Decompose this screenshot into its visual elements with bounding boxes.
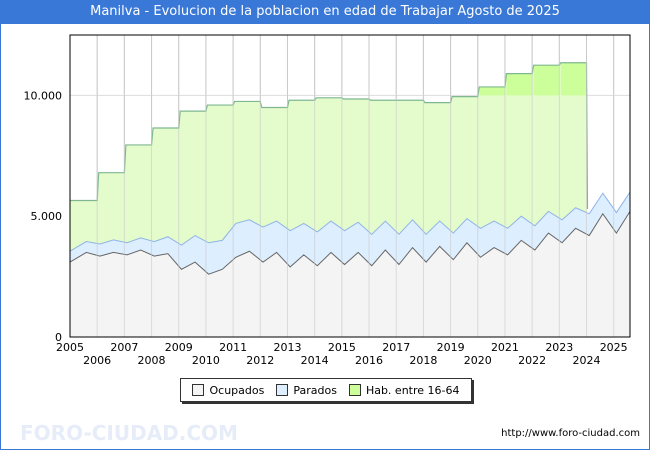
hab-bar-highlight — [479, 86, 505, 96]
x-tick-label: 2014 — [301, 354, 329, 367]
legend-label: Hab. entre 16-64 — [365, 383, 460, 397]
ocupados-area — [70, 211, 630, 337]
legend-item-parados: Parados — [276, 384, 337, 397]
legend-swatch-hab — [348, 384, 361, 396]
x-tick-label: 2016 — [355, 354, 383, 367]
y-tick-label: 10.000 — [24, 89, 63, 102]
x-tick-label: 2005 — [56, 341, 84, 354]
chart-title: Manilva - Evolucion de la poblacion en e… — [0, 0, 650, 24]
legend: Ocupados Parados Hab. entre 16-64 — [180, 378, 472, 402]
x-tick-label: 2006 — [83, 354, 111, 367]
footer-url[interactable]: http://www.foro-ciudad.com — [501, 428, 640, 439]
parados-line — [69, 191, 631, 252]
x-tick-label: 2025 — [600, 341, 628, 354]
x-tick-label: 2024 — [573, 354, 601, 367]
x-tick-label: 2012 — [246, 354, 274, 367]
x-tick-label: 2021 — [491, 341, 519, 354]
hab-bar-highlight — [506, 73, 533, 96]
x-tick-label: 2008 — [138, 354, 166, 367]
x-tick-label: 2022 — [518, 354, 546, 367]
legend-item-hab: Hab. entre 16-64 — [348, 383, 460, 397]
x-tick-label: 2017 — [382, 341, 410, 354]
legend-item-ocupados: Ocupados — [192, 384, 264, 397]
ocupados-line — [69, 211, 631, 275]
legend-swatch-ocupados — [192, 384, 205, 396]
x-tick-label: 2015 — [328, 341, 356, 354]
x-tick-label: 2020 — [464, 354, 492, 367]
x-tick-label: 2007 — [110, 341, 138, 354]
x-tick-label: 2011 — [219, 341, 247, 354]
legend-label: Ocupados — [209, 383, 265, 397]
x-tick-label: 2018 — [409, 354, 437, 367]
legend-swatch-parados — [276, 384, 289, 396]
watermark: FORO-CIUDAD.COM — [20, 421, 238, 445]
plot-border — [69, 34, 631, 338]
hab-bar-highlight — [533, 65, 560, 96]
y-tick-label: 0 — [55, 331, 62, 344]
x-tick-label: 2010 — [192, 354, 220, 367]
x-tick-label: 2023 — [545, 341, 573, 354]
x-tick-label: 2013 — [273, 341, 301, 354]
x-tick-label: 2019 — [437, 341, 465, 354]
legend-label: Parados — [293, 383, 337, 397]
y-tick-label: 5.000 — [31, 210, 63, 223]
x-tick-label: 2009 — [165, 341, 193, 354]
hab-bar-highlight — [560, 62, 587, 96]
